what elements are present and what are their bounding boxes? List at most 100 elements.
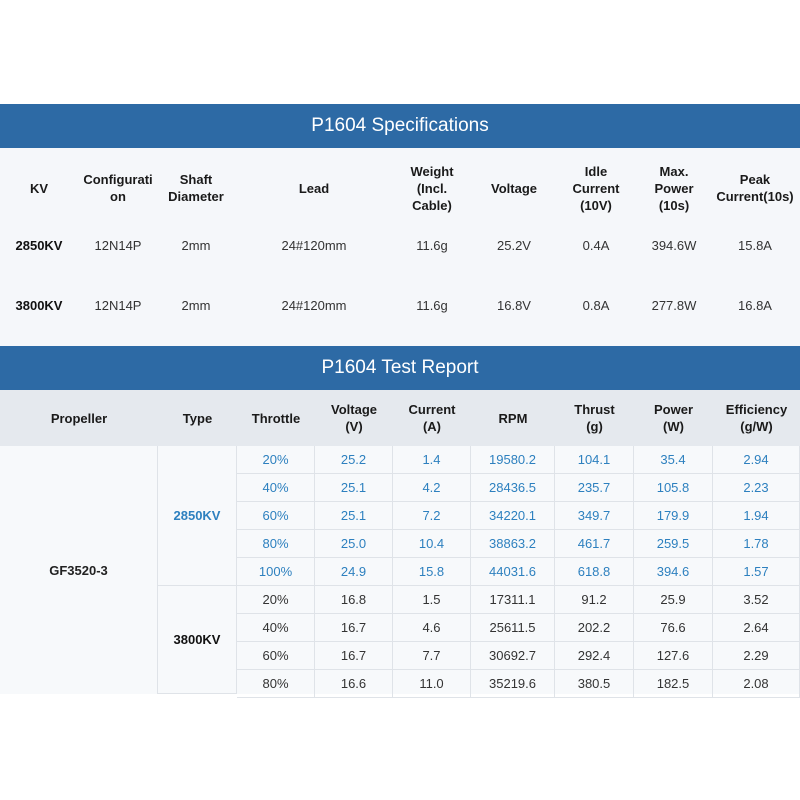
spec-title: P1604 Specifications xyxy=(311,115,489,136)
report-table: Propeller Type Throttle Voltage (V) Current … xyxy=(0,390,800,698)
report-value-cell: 7.7 xyxy=(393,642,471,670)
spec-header-cell: Lead xyxy=(298,180,330,196)
propeller-label: GF3520-3 xyxy=(0,446,158,694)
report-header-cell: Efficiency (g/W) xyxy=(725,402,788,434)
report-value-cell: 2.08 xyxy=(713,670,800,698)
spec-value-cell: 12N14P xyxy=(94,297,142,313)
spec-kv-label: 3800KV xyxy=(15,297,63,313)
report-value-cell: 100% xyxy=(237,558,315,586)
spec-value-cell: 12N14P xyxy=(94,237,142,253)
report-value-cell: 182.5 xyxy=(634,670,713,698)
report-value-cell: 3.52 xyxy=(713,586,800,614)
report-value-cell: 80% xyxy=(237,670,315,698)
report-value-cell: 35.4 xyxy=(634,446,713,474)
report-value-cell: 4.2 xyxy=(393,474,471,502)
report-value-cell: 80% xyxy=(237,530,315,558)
report-value-cell: 380.5 xyxy=(555,670,634,698)
report-header-cell: Power (W) xyxy=(653,402,693,434)
spec-table: KV Configurati on Shaft Diameter Lead Weight… xyxy=(0,148,800,346)
report-value-cell: 34220.1 xyxy=(471,502,555,530)
report-value-cell: 60% xyxy=(237,642,315,670)
report-value-cell: 1.57 xyxy=(713,558,800,586)
spec-title-banner: P1604 Specifications xyxy=(0,104,800,148)
report-value-cell: 2.29 xyxy=(713,642,800,670)
report-value-cell: 10.4 xyxy=(393,530,471,558)
type-label: 2850KV xyxy=(158,446,237,586)
report-header-cell: Voltage (V) xyxy=(331,402,377,434)
report-header-cell: Current (A) xyxy=(408,402,456,434)
report-value-cell: 20% xyxy=(237,586,315,614)
report-value-cell: 292.4 xyxy=(555,642,634,670)
spec-header-cell: KV xyxy=(29,180,49,196)
report-value-cell: 7.2 xyxy=(393,502,471,530)
spec-value-cell: 16.8A xyxy=(738,297,772,313)
report-value-cell: 25.9 xyxy=(634,586,713,614)
report-value-cell: 2.23 xyxy=(713,474,800,502)
spec-value-cell: 394.6W xyxy=(651,237,697,253)
spec-value-cell: 0.8A xyxy=(582,297,610,313)
report-value-cell: 25.1 xyxy=(315,502,393,530)
spec-value-cell: 24#120mm xyxy=(281,297,347,313)
spec-value-cell: 2mm xyxy=(181,237,211,253)
report-value-cell: 25.1 xyxy=(315,474,393,502)
report-value-cell: 1.5 xyxy=(393,586,471,614)
report-value-cell: 202.2 xyxy=(555,614,634,642)
spec-value-cell: 16.8V xyxy=(497,297,531,313)
spec-header-cell: Shaft Diameter xyxy=(168,172,224,204)
spec-header-cell: Idle Current (10V) xyxy=(572,163,620,213)
report-value-cell: 28436.5 xyxy=(471,474,555,502)
spec-header-cell: Peak Current(10s) xyxy=(716,172,794,204)
report-value-cell: 24.9 xyxy=(315,558,393,586)
report-value-cell: 16.6 xyxy=(315,670,393,698)
report-value-cell: 20% xyxy=(237,446,315,474)
report-value-cell: 394.6 xyxy=(634,558,713,586)
report-value-cell: 2.94 xyxy=(713,446,800,474)
report-value-cell: 25.0 xyxy=(315,530,393,558)
report-value-cell: 38863.2 xyxy=(471,530,555,558)
report-header-cell: Type xyxy=(182,410,213,426)
report-value-cell: 35219.6 xyxy=(471,670,555,698)
spec-value-cell: 11.6g xyxy=(416,237,448,253)
report-value-cell: 16.7 xyxy=(315,614,393,642)
report-value-cell: 179.9 xyxy=(634,502,713,530)
report-value-cell: 11.0 xyxy=(393,670,471,698)
spec-value-cell: 15.8A xyxy=(738,237,772,253)
report-value-cell: 16.7 xyxy=(315,642,393,670)
report-value-cell: 16.8 xyxy=(315,586,393,614)
report-value-cell: 461.7 xyxy=(555,530,634,558)
spec-header-cell: Voltage xyxy=(491,180,537,196)
report-value-cell: 105.8 xyxy=(634,474,713,502)
report-value-cell: 25.2 xyxy=(315,446,393,474)
report-value-cell: 349.7 xyxy=(555,502,634,530)
report-header-cell: Thrust (g) xyxy=(574,402,615,434)
report-value-cell: 25611.5 xyxy=(471,614,555,642)
spec-header-cell: Max. Power (10s) xyxy=(654,163,694,213)
spec-header-cell: Weight (Incl. Cable) xyxy=(410,163,454,213)
report-value-cell: 91.2 xyxy=(555,586,634,614)
report-value-cell: 1.78 xyxy=(713,530,800,558)
report-value-cell: 40% xyxy=(237,614,315,642)
report-value-cell: 1.4 xyxy=(393,446,471,474)
spec-header-cell: Configurati on xyxy=(83,172,153,204)
report-value-cell: 1.94 xyxy=(713,502,800,530)
report-header-cell: Propeller xyxy=(50,410,108,426)
spec-value-cell: 11.6g xyxy=(416,297,448,313)
spec-value-cell: 25.2V xyxy=(497,237,531,253)
report-value-cell: 259.5 xyxy=(634,530,713,558)
report-header-cell: RPM xyxy=(498,410,528,426)
report-value-cell: 30692.7 xyxy=(471,642,555,670)
spec-value-cell: 24#120mm xyxy=(281,237,347,253)
spec-value-cell: 2mm xyxy=(181,297,211,313)
report-body: GF3520-3 2850KV 20% 25.2 1.4 19580.2 104.1 35.4… xyxy=(0,446,800,698)
report-value-cell: 60% xyxy=(237,502,315,530)
report-value-cell: 15.8 xyxy=(393,558,471,586)
report-value-cell: 104.1 xyxy=(555,446,634,474)
report-header-cell: Throttle xyxy=(251,410,301,426)
report-value-cell: 618.8 xyxy=(555,558,634,586)
report-header-row: Propeller Type Throttle Voltage (V) Current … xyxy=(0,390,800,446)
report-title-banner: P1604 Test Report xyxy=(0,346,800,390)
spec-value-cell: 0.4A xyxy=(582,237,610,253)
report-value-cell: 4.6 xyxy=(393,614,471,642)
report-value-cell: 2.64 xyxy=(713,614,800,642)
report-value-cell: 17311.1 xyxy=(471,586,555,614)
